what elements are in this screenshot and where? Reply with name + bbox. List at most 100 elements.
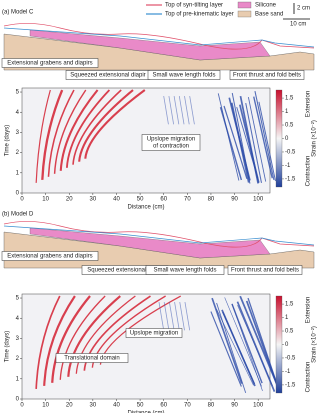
y-tick-label: 5 [16, 90, 20, 96]
contraction-band [258, 101, 276, 182]
colorbar-tick-label: 0.5 [285, 123, 294, 129]
extension-band [84, 89, 146, 159]
colorbar-tick-label: 1 [285, 109, 289, 115]
silicone [29, 227, 271, 259]
x-tick-label: 90 [231, 403, 238, 409]
annotation-text: of contraction [153, 144, 189, 150]
contraction-band [211, 297, 243, 384]
legend-label: Top of syn-tilting layer [165, 3, 223, 9]
annotation-text: Front thrust and fold belts [231, 268, 299, 274]
extension-band [59, 89, 99, 171]
y-tick-label: 1 [16, 376, 20, 382]
colorbar-tick-label: 0 [285, 342, 289, 348]
extension-band [43, 295, 76, 386]
extension-band [35, 295, 61, 389]
annotation-box [227, 265, 303, 275]
annotation-box [147, 70, 221, 80]
x-tick-label: 100 [253, 197, 264, 203]
x-tick-label: 80 [208, 403, 215, 409]
contraction-band [223, 105, 248, 179]
annotation-box [125, 328, 183, 338]
colorbar-tick-label: 1 [285, 315, 289, 321]
colorbar-tick-label: -0.5 [285, 150, 296, 156]
contraction-band [184, 302, 191, 331]
colorbar-label: Strain (×10⁻²) [312, 120, 318, 157]
x-tick-label: 20 [66, 197, 73, 203]
contraction-band [247, 297, 280, 390]
extension-band [67, 295, 121, 377]
annotation-text: Translational domain [64, 356, 119, 362]
x-tick-label: 70 [184, 197, 191, 203]
annotation-box [1, 58, 99, 68]
contraction-band [219, 107, 243, 181]
extension-band [83, 295, 151, 371]
pre-layer [3, 27, 315, 48]
x-tick-label: 90 [231, 197, 238, 203]
contraction-band [168, 96, 175, 125]
y-tick-label: 4 [16, 316, 20, 322]
annotation-text: Squeezed extensional diapir [87, 268, 162, 274]
y-tick-label: 3 [16, 336, 20, 342]
extension-band [35, 89, 51, 183]
contraction-band [178, 96, 185, 125]
annotation-text: Squeezed extensional diapir [70, 73, 145, 79]
y-axis-label: Time (days) [5, 331, 11, 362]
colorbar-label: Strain (×10⁻²) [312, 326, 318, 363]
contraction-band [253, 96, 273, 179]
contraction-band [174, 302, 180, 331]
annotation-box [141, 134, 201, 151]
y-tick-label: 3 [16, 130, 20, 136]
x-tick-label: 80 [208, 197, 215, 203]
x-tick-label: 40 [113, 403, 120, 409]
legend-label: Top of pre-kinematic layer [165, 12, 234, 18]
x-tick-label: 60 [160, 403, 167, 409]
contraction-band [189, 96, 195, 125]
silicone [29, 29, 271, 61]
y-tick-label: 1 [16, 170, 20, 176]
extension-band [65, 89, 111, 168]
colorbar-tick-label: -0.5 [285, 356, 296, 362]
contraction-band [254, 91, 275, 181]
extension-band [72, 89, 122, 165]
contraction-band [163, 96, 169, 125]
annotation-box [229, 70, 305, 80]
contraction-band [236, 301, 276, 392]
annotation-box [1, 251, 99, 261]
x-tick-label: 70 [184, 403, 191, 409]
contraction-band [168, 302, 175, 331]
panel-title: (a) Model C [2, 10, 34, 16]
extension-band [59, 295, 106, 380]
contraction-band [222, 311, 256, 385]
x-tick-label: 100 [253, 403, 264, 409]
extension-band [78, 89, 134, 162]
contraction-band [163, 302, 170, 331]
x-tick-label: 30 [90, 403, 97, 409]
contraction-band [173, 96, 180, 125]
contraction-band [184, 96, 190, 125]
syn-layer [3, 23, 315, 50]
extension-band [53, 89, 87, 174]
colorbar [275, 295, 283, 394]
contraction-band [158, 302, 165, 331]
y-tick-label: 2 [16, 356, 20, 362]
x-tick-label: 30 [90, 197, 97, 203]
scale-label: 10 cm [290, 22, 306, 28]
colorbar-tick-label: -1 [285, 369, 291, 375]
x-tick-label: 0 [20, 403, 24, 409]
panel-title: (b) Model D [2, 212, 34, 218]
annotation-text: Upslope migration [147, 137, 195, 143]
colorbar-tick-label: -1 [285, 163, 291, 169]
extension-band [41, 89, 64, 180]
legend-label: Silicone [255, 3, 277, 9]
colorbar-top-label: Extension [306, 91, 312, 117]
y-tick-label: 2 [16, 150, 20, 156]
y-tick-label: 0 [16, 397, 20, 403]
x-axis-label: Distance (cm) [127, 411, 164, 413]
colorbar-top-label: Extension [306, 297, 312, 323]
x-tick-label: 50 [137, 197, 144, 203]
colorbar-tick-label: -1.5 [285, 382, 296, 388]
annotation-text: Small wave length folds [153, 268, 216, 274]
annotation-text: Extensional grabens and diapirs [7, 254, 92, 260]
colorbar-tick-label: 0 [285, 136, 289, 142]
